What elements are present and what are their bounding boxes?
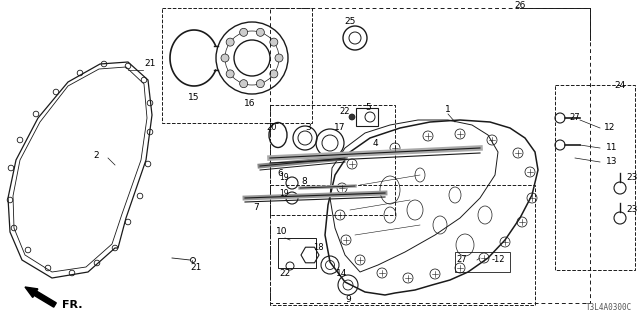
Text: 2: 2: [93, 150, 99, 159]
Circle shape: [239, 80, 248, 88]
Bar: [356, 108, 378, 126]
Text: 5: 5: [365, 102, 371, 111]
Bar: [555, 85, 635, 270]
Text: FR.: FR.: [62, 300, 83, 310]
Circle shape: [221, 54, 229, 62]
Text: 19: 19: [279, 172, 289, 181]
Circle shape: [257, 28, 264, 36]
Text: -12: -12: [492, 255, 505, 265]
Text: 25: 25: [344, 18, 356, 27]
Text: 11: 11: [606, 143, 618, 153]
Text: 10: 10: [276, 228, 288, 236]
Text: 12: 12: [604, 124, 616, 132]
Text: 21: 21: [144, 60, 156, 68]
Circle shape: [239, 28, 248, 36]
Text: 27: 27: [570, 114, 580, 123]
Text: 24: 24: [614, 82, 626, 91]
Text: T3L4A0300C: T3L4A0300C: [586, 303, 632, 312]
Text: 13: 13: [606, 157, 618, 166]
Text: 6: 6: [277, 170, 283, 179]
Text: 23: 23: [627, 205, 637, 214]
Text: 22: 22: [280, 269, 291, 278]
Text: 7: 7: [253, 203, 259, 212]
Text: 16: 16: [244, 99, 256, 108]
Text: 27: 27: [457, 255, 467, 265]
Text: 9: 9: [345, 294, 351, 303]
Circle shape: [257, 80, 264, 88]
Text: 4: 4: [372, 140, 378, 148]
Text: 14: 14: [336, 268, 348, 277]
Circle shape: [226, 70, 234, 78]
Text: 19: 19: [279, 188, 289, 197]
Circle shape: [270, 70, 278, 78]
Bar: [270, 8, 590, 303]
Text: 23: 23: [627, 173, 637, 182]
Text: 3: 3: [305, 124, 311, 132]
Bar: [270, 185, 535, 305]
Text: 18: 18: [313, 243, 323, 252]
FancyArrow shape: [25, 287, 56, 307]
Text: 15: 15: [188, 93, 200, 102]
Text: 22: 22: [340, 108, 350, 116]
Bar: [270, 105, 395, 215]
Text: 17: 17: [334, 124, 346, 132]
Text: 21: 21: [190, 263, 202, 273]
Text: 20: 20: [267, 124, 277, 132]
Bar: [162, 8, 312, 123]
Circle shape: [275, 54, 283, 62]
Text: 26: 26: [515, 1, 525, 10]
Text: 8: 8: [301, 178, 307, 187]
Circle shape: [226, 38, 234, 46]
Circle shape: [270, 38, 278, 46]
Bar: [278, 238, 316, 268]
Text: 1: 1: [445, 106, 451, 115]
Bar: [455, 252, 510, 272]
Circle shape: [349, 114, 355, 120]
